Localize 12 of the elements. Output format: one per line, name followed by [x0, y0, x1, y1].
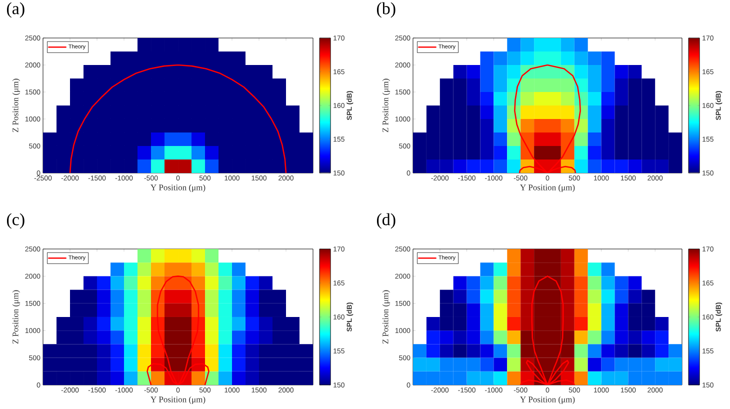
x-axis-title: Y Position (μm)	[520, 184, 575, 192]
y-axis-title: Z Position (μm)	[382, 290, 390, 344]
chart-title: (c)	[6, 213, 24, 229]
chart-title: (b)	[376, 2, 396, 18]
y-axis-title: Z Position (μm)	[12, 290, 20, 344]
chart-title: (a)	[6, 2, 24, 18]
x-axis-title: Y Position (μm)	[150, 396, 206, 404]
chart-title: (d)	[376, 213, 396, 229]
y-axis-title: Z Position (μm)	[382, 78, 390, 132]
x-axis-title: Y Position (μm)	[150, 184, 206, 192]
y-axis-title: Z Position (μm)	[12, 78, 20, 132]
x-axis-title: Y Position (μm)	[520, 396, 575, 404]
